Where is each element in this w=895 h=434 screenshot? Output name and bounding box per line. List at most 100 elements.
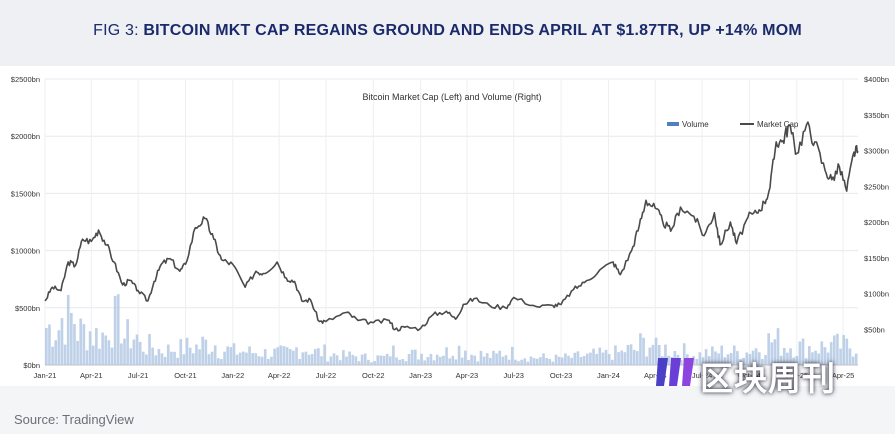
volume-bar (357, 361, 361, 365)
x-tick-label: Jan-22 (221, 371, 244, 380)
volume-bar (170, 351, 173, 365)
volume-bar (804, 358, 808, 365)
volume-bar (279, 345, 283, 365)
volume-bar (270, 356, 273, 365)
volume-bar (739, 359, 742, 365)
volume-bar (614, 345, 617, 365)
volume-bar (220, 359, 223, 365)
volume-bar (207, 354, 211, 365)
volume-bar (376, 355, 380, 365)
volume-bar (545, 357, 548, 365)
volume-bar (120, 343, 123, 365)
volume-bar (338, 360, 342, 365)
volume-bar (404, 361, 408, 365)
volume-bar (57, 330, 61, 365)
volume-bar (216, 358, 220, 365)
volume-bar (226, 346, 230, 365)
volume-bar (95, 328, 98, 365)
volume-bar (141, 351, 145, 365)
volume-bar (307, 354, 311, 365)
volume-bar (248, 346, 251, 365)
volume-bar (476, 361, 480, 365)
volume-bar (88, 331, 92, 365)
volume-bar (582, 356, 586, 365)
volume-bar (761, 358, 764, 365)
volume-bar (585, 353, 589, 365)
volume-bar (342, 350, 345, 365)
volume-bar (185, 337, 189, 365)
volume-bar (554, 354, 558, 365)
volume-bar (213, 345, 217, 365)
legend-marketcap-swatch (740, 123, 754, 125)
volume-bar (388, 356, 392, 365)
volume-bar (148, 334, 151, 365)
volume-bar (579, 357, 583, 365)
y-left-tick-label: $2500bn (11, 75, 40, 84)
volume-bar (126, 319, 129, 365)
volume-bar (845, 338, 849, 365)
volume-bar (154, 355, 158, 365)
volume-bar (535, 358, 539, 365)
volume-bar (410, 349, 414, 365)
volume-bar (801, 338, 805, 365)
volume-bar (817, 353, 821, 365)
figure-title-main: BITCOIN MKT CAP REGAINS GROUND AND ENDS … (143, 22, 802, 39)
volume-bar (567, 355, 570, 365)
volume-bar (276, 347, 280, 365)
volume-bar (298, 358, 301, 365)
volume-bar (429, 353, 433, 365)
volume-bar (166, 344, 170, 365)
volume-bar (620, 350, 624, 365)
volume-bar (570, 357, 573, 365)
volume-bar (151, 347, 154, 365)
volume-bar (832, 335, 836, 365)
volume-bar (639, 333, 642, 365)
volume-bar (848, 348, 852, 365)
volume-bar (229, 347, 233, 365)
volume-bar (629, 344, 633, 365)
volume-bar (113, 295, 117, 365)
volume-bar (498, 350, 502, 365)
volume-bar (854, 353, 858, 365)
volume-bar (754, 348, 758, 365)
volume-bar (667, 355, 670, 365)
volume-bar (623, 352, 627, 365)
volume-bar (748, 353, 752, 365)
volume-bar (157, 349, 161, 365)
volume-bar (626, 344, 630, 365)
volume-bar (292, 350, 295, 365)
volume-bar (820, 341, 824, 365)
figure-title-lead: FIG 3: (93, 22, 144, 39)
volume-bar (285, 347, 289, 365)
volume-bar (132, 339, 136, 365)
volume-bar (401, 359, 405, 365)
volume-bar (373, 360, 376, 365)
chart-legend: Volume Market Cap (667, 120, 799, 129)
volume-bar (48, 324, 51, 365)
legend-volume-label: Volume (682, 120, 709, 129)
volume-bar (348, 351, 351, 365)
volume-bar (135, 334, 139, 365)
volume-bar (176, 357, 179, 365)
volume-bar (351, 354, 355, 365)
volume-bar (51, 346, 54, 365)
volume-bar (745, 352, 749, 365)
figure-title: FIG 3: BITCOIN MKT CAP REGAINS GROUND AN… (0, 22, 895, 40)
volume-bar (767, 333, 770, 365)
volume-bar (717, 353, 720, 365)
volume-bar (782, 347, 786, 365)
volume-bar (839, 348, 842, 365)
volume-bar (392, 345, 395, 365)
volume-bar (632, 349, 636, 365)
volume-bars (45, 294, 858, 365)
volume-bar (510, 346, 514, 365)
volume-bar (413, 349, 417, 365)
volume-bar (320, 356, 323, 365)
volume-bar (260, 356, 264, 365)
volume-bar (732, 345, 736, 365)
volume-bar (595, 353, 598, 365)
volume-bar (60, 318, 64, 365)
volume-bar (232, 343, 236, 365)
volume-bar (323, 344, 326, 365)
volume-bar (664, 344, 667, 365)
